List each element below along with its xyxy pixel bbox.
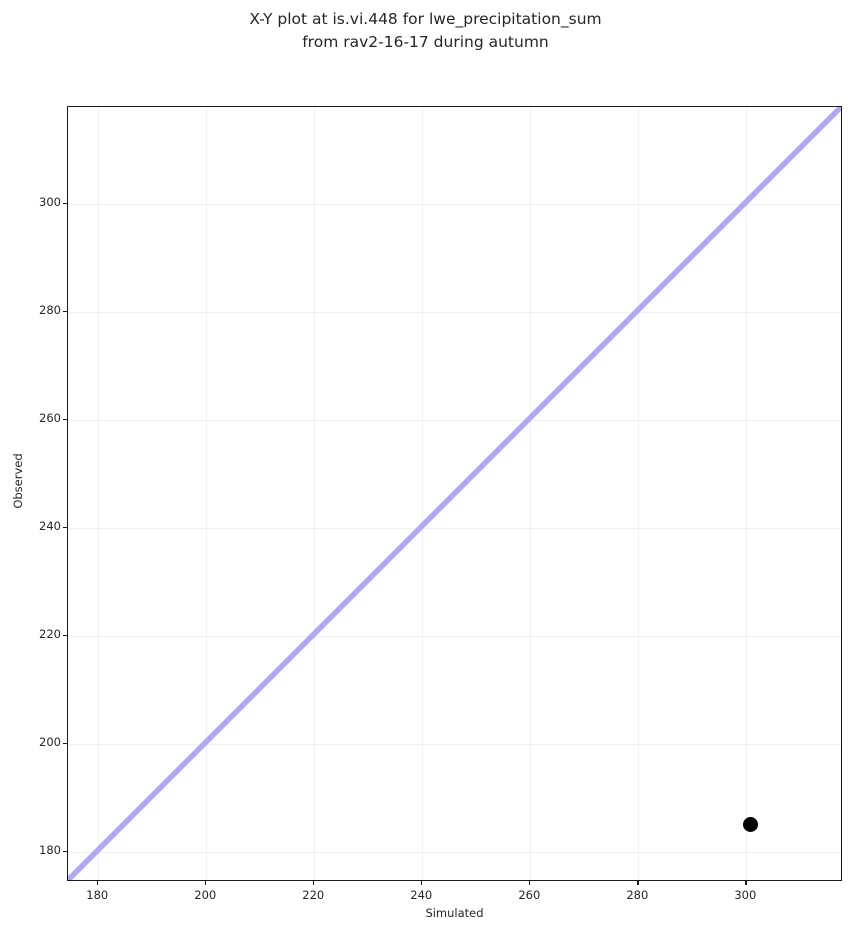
gridline-horizontal	[68, 743, 841, 745]
x-tick-label: 240	[410, 888, 433, 902]
x-tick-label: 220	[302, 888, 325, 902]
x-tick-mark	[313, 881, 315, 885]
gridline-horizontal	[68, 203, 841, 205]
gridline-vertical	[206, 107, 208, 880]
gridline-vertical	[314, 107, 316, 880]
gridline-horizontal	[68, 527, 841, 529]
x-tick-mark	[421, 881, 423, 885]
gridline-horizontal	[68, 851, 841, 853]
gridline-horizontal	[68, 311, 841, 313]
x-tick-mark	[637, 881, 639, 885]
y-tick-mark	[63, 202, 67, 204]
y-tick-mark	[63, 526, 67, 528]
gridline-vertical	[746, 107, 748, 880]
y-tick-mark	[63, 634, 67, 636]
y-tick-mark	[63, 418, 67, 420]
gridline-vertical	[638, 107, 640, 880]
x-tick-mark	[97, 881, 99, 885]
y-tick-mark	[63, 742, 67, 744]
y-tick-label: 240	[39, 518, 61, 533]
gridline-vertical	[530, 107, 532, 880]
chart-title: X-Y plot at is.vi.448 for lwe_precipitat…	[249, 10, 602, 51]
y-tick-label: 300	[39, 194, 61, 209]
gridline-horizontal	[68, 635, 841, 637]
x-tick-mark	[205, 881, 207, 885]
gridline-vertical	[98, 107, 100, 880]
gridline-vertical	[422, 107, 424, 880]
gridline-horizontal	[68, 419, 841, 421]
one-to-one-reference-line	[68, 107, 841, 880]
x-tick-label: 300	[734, 888, 757, 902]
y-tick-mark	[63, 310, 67, 312]
x-tick-label: 180	[86, 888, 109, 902]
x-tick-mark	[745, 881, 747, 885]
x-tick-label: 280	[626, 888, 649, 902]
y-tick-mark	[63, 850, 67, 852]
x-tick-label: 260	[518, 888, 541, 902]
y-tick-label: 220	[39, 626, 61, 641]
y-tick-label: 180	[39, 842, 61, 857]
plot-area	[67, 106, 842, 881]
scatter-point	[743, 817, 759, 833]
y-tick-label: 280	[39, 302, 61, 317]
x-tick-mark	[529, 881, 531, 885]
y-axis-label: Observed	[11, 453, 25, 509]
y-tick-label: 260	[39, 410, 61, 425]
y-tick-label: 200	[39, 734, 61, 749]
x-tick-label: 200	[194, 888, 217, 902]
x-axis-label: Simulated	[425, 906, 484, 920]
